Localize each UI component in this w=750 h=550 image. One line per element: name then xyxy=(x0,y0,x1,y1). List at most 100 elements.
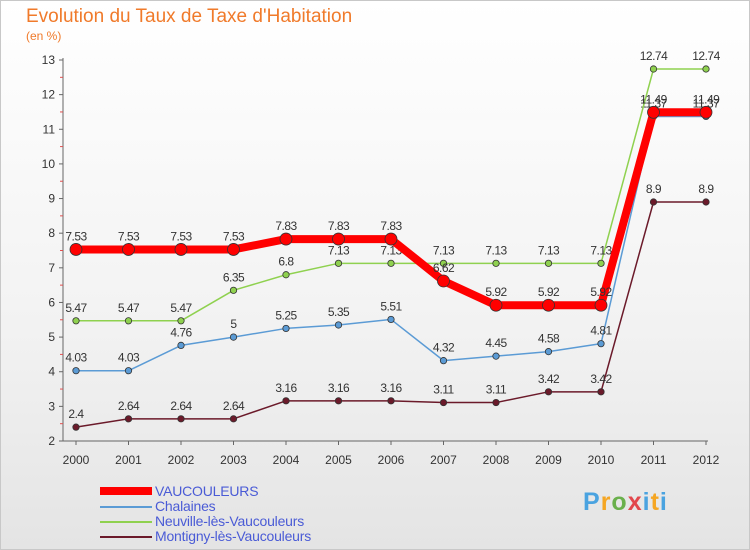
data-point-vaucouleurs xyxy=(384,232,398,246)
data-point-montigny-l-s-vaucouleurs xyxy=(334,397,343,405)
data-point-montigny-l-s-vaucouleurs xyxy=(177,415,185,423)
legend-swatch xyxy=(100,536,152,538)
x-tick-label: 2003 xyxy=(220,453,247,467)
x-tick-label: 2012 xyxy=(693,453,720,467)
data-label-neuville-l-s-vaucouleurs: 7.13 xyxy=(328,243,350,257)
x-tick-label: 2002 xyxy=(168,453,195,467)
data-label-montigny-l-s-vaucouleurs: 3.42 xyxy=(538,372,560,386)
data-label-neuville-l-s-vaucouleurs: 5.47 xyxy=(170,301,192,315)
data-label-chalaines: 5.35 xyxy=(328,305,350,319)
data-label-vaucouleurs: 5.92 xyxy=(590,285,612,299)
data-point-vaucouleurs xyxy=(594,298,608,312)
data-label-montigny-l-s-vaucouleurs: 2.64 xyxy=(170,399,192,413)
data-point-vaucouleurs xyxy=(437,274,450,288)
data-point-vaucouleurs xyxy=(647,105,660,119)
x-tick-label: 2006 xyxy=(378,453,405,467)
x-tick-label: 2000 xyxy=(63,453,90,467)
data-point-neuville-l-s-vaucouleurs xyxy=(492,259,500,267)
data-label-vaucouleurs: 5.92 xyxy=(485,285,507,299)
data-label-montigny-l-s-vaucouleurs: 8.9 xyxy=(646,182,662,196)
data-point-neuville-l-s-vaucouleurs xyxy=(702,65,710,73)
data-label-vaucouleurs: 11.49 xyxy=(693,92,720,106)
data-point-chalaines xyxy=(177,341,185,350)
data-point-montigny-l-s-vaucouleurs xyxy=(544,388,553,396)
data-label-neuville-l-s-vaucouleurs: 5.47 xyxy=(65,301,87,315)
data-label-chalaines: 4.45 xyxy=(485,336,507,350)
data-point-neuville-l-s-vaucouleurs xyxy=(439,259,448,267)
data-label-neuville-l-s-vaucouleurs: 6.8 xyxy=(278,255,294,269)
data-point-vaucouleurs xyxy=(122,243,135,256)
legend-label: Neuville-lès-Vaucouleurs xyxy=(155,513,305,529)
data-point-chalaines xyxy=(124,367,133,375)
data-point-montigny-l-s-vaucouleurs xyxy=(387,397,395,405)
data-label-neuville-l-s-vaucouleurs: 5.47 xyxy=(118,301,140,315)
x-tick-label: 2001 xyxy=(115,453,142,467)
data-point-neuville-l-s-vaucouleurs xyxy=(177,317,185,325)
data-label-montigny-l-s-vaucouleurs: 3.16 xyxy=(328,381,350,395)
y-tick-label: 7 xyxy=(48,261,55,275)
x-tick-label: 2007 xyxy=(430,453,457,467)
data-point-chalaines xyxy=(439,357,448,365)
x-tick-label: 2010 xyxy=(588,453,615,467)
x-tick-label: 2004 xyxy=(273,453,300,467)
data-point-vaucouleurs xyxy=(227,243,240,256)
data-point-chalaines xyxy=(597,340,605,348)
y-tick-label: 13 xyxy=(42,53,56,67)
data-point-neuville-l-s-vaucouleurs xyxy=(282,271,290,279)
data-label-vaucouleurs: 7.53 xyxy=(65,229,87,243)
data-label-vaucouleurs: 7.83 xyxy=(380,219,402,233)
chart-subtitle: (en %) xyxy=(26,29,62,43)
data-point-montigny-l-s-vaucouleurs xyxy=(72,423,80,431)
data-label-neuville-l-s-vaucouleurs: 7.13 xyxy=(433,243,455,257)
data-label-montigny-l-s-vaucouleurs: 3.42 xyxy=(590,372,612,386)
data-label-neuville-l-s-vaucouleurs: 6.35 xyxy=(223,270,245,284)
data-label-vaucouleurs: 11.49 xyxy=(640,92,667,106)
x-tick-label: 2009 xyxy=(535,453,562,467)
legend-label: Montigny-lès-Vaucouleurs xyxy=(155,528,312,544)
data-point-montigny-l-s-vaucouleurs xyxy=(597,388,605,396)
legend-label: VAUCOULEURS xyxy=(155,483,259,499)
data-label-vaucouleurs: 7.53 xyxy=(170,229,192,243)
data-label-vaucouleurs: 5.92 xyxy=(538,285,560,299)
data-point-chalaines xyxy=(492,352,500,360)
y-tick-label: 12 xyxy=(42,88,56,102)
proxiti-logo: Proxiti xyxy=(583,488,668,516)
data-label-montigny-l-s-vaucouleurs: 3.16 xyxy=(380,381,402,395)
data-label-chalaines: 5.51 xyxy=(380,299,402,313)
data-point-neuville-l-s-vaucouleurs xyxy=(72,317,80,325)
y-tick-label: 9 xyxy=(48,192,55,206)
y-tick-label: 5 xyxy=(48,330,55,344)
data-point-montigny-l-s-vaucouleurs xyxy=(492,398,500,407)
data-label-neuville-l-s-vaucouleurs: 7.13 xyxy=(590,243,612,257)
data-label-vaucouleurs: 6.62 xyxy=(433,261,455,275)
data-point-neuville-l-s-vaucouleurs xyxy=(387,259,395,267)
data-label-neuville-l-s-vaucouleurs: 12.74 xyxy=(692,49,720,63)
y-tick-label: 3 xyxy=(48,399,55,413)
legend-swatch xyxy=(100,521,152,523)
data-point-vaucouleurs xyxy=(489,298,503,312)
legend-label: Chalaines xyxy=(155,498,216,514)
data-label-chalaines: 4.32 xyxy=(433,341,455,355)
data-label-chalaines: 11.37 xyxy=(640,96,667,110)
data-point-chalaines xyxy=(282,324,290,333)
data-label-montigny-l-s-vaucouleurs: 3.11 xyxy=(486,383,507,397)
data-point-montigny-l-s-vaucouleurs xyxy=(282,397,290,405)
data-label-neuville-l-s-vaucouleurs: 7.13 xyxy=(485,243,507,257)
data-label-montigny-l-s-vaucouleurs: 3.11 xyxy=(433,383,454,397)
data-label-neuville-l-s-vaucouleurs: 7.13 xyxy=(538,243,560,257)
data-label-montigny-l-s-vaucouleurs: 8.9 xyxy=(698,182,714,196)
data-label-chalaines: 4.03 xyxy=(65,351,87,365)
data-point-chalaines xyxy=(229,333,238,341)
data-point-montigny-l-s-vaucouleurs xyxy=(229,415,238,423)
chart-title: Evolution du Taux de Taxe d'Habitation xyxy=(26,6,353,27)
data-point-vaucouleurs xyxy=(279,232,293,246)
data-point-neuville-l-s-vaucouleurs xyxy=(597,259,605,267)
data-label-montigny-l-s-vaucouleurs: 2.4 xyxy=(68,407,84,421)
data-point-neuville-l-s-vaucouleurs xyxy=(334,259,343,267)
data-point-vaucouleurs xyxy=(69,243,83,256)
data-label-montigny-l-s-vaucouleurs: 3.16 xyxy=(275,381,297,395)
data-point-neuville-l-s-vaucouleurs xyxy=(649,65,658,73)
data-point-chalaines xyxy=(72,367,80,375)
data-point-montigny-l-s-vaucouleurs xyxy=(702,198,710,206)
